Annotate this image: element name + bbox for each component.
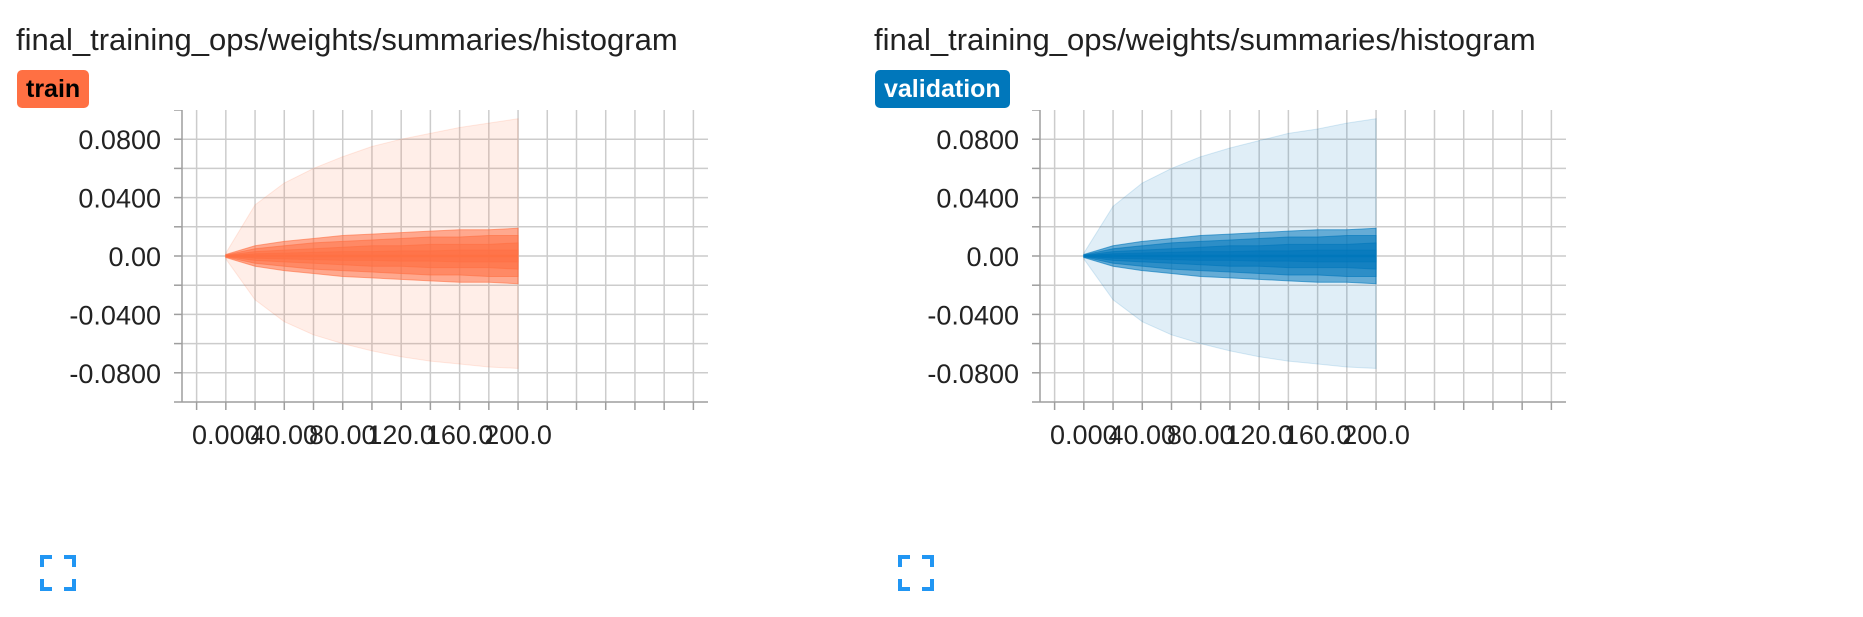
fullscreen-expand-icon[interactable] — [40, 555, 76, 591]
x-tick-label: 160.0 — [1284, 420, 1352, 450]
x-tick-label: 160.0 — [426, 420, 494, 450]
x-tick-label: 40.00 — [250, 420, 318, 450]
y-tick-label: -0.0800 — [69, 359, 161, 389]
y-tick-label: 0.0800 — [936, 125, 1019, 155]
y-tick-label: -0.0400 — [69, 300, 161, 330]
x-tick-label: 0.000 — [192, 420, 260, 450]
histogram-chart-validation: 0.0800 0.0400 0.00 -0.0400 -0.0800 0.00040.00… — [927, 110, 1566, 450]
y-tick-label: -0.0800 — [927, 359, 1019, 389]
histogram-card-validation: final_training_ops/weights/summaries/his… — [858, 0, 1698, 617]
y-tick-label: 0.0400 — [936, 184, 1019, 214]
y-tick-label: 0.0400 — [78, 184, 161, 214]
y-tick-label: 0.0800 — [78, 125, 161, 155]
run-badge: train — [17, 70, 90, 108]
run-badge: validation — [875, 70, 1010, 108]
y-tick-label: 0.00 — [108, 242, 161, 272]
histogram-chart-train: 0.0800 0.0400 0.00 -0.0400 -0.0800 0.00040.00… — [69, 110, 708, 450]
card-title: final_training_ops/weights/summaries/his… — [16, 22, 678, 57]
x-tick-label: 0.000 — [1050, 420, 1118, 450]
fullscreen-expand-icon[interactable] — [898, 555, 934, 591]
x-tick-label: 120.0 — [367, 420, 435, 450]
x-tick-label: 40.00 — [1108, 420, 1176, 450]
x-tick-label: 80.00 — [309, 420, 377, 450]
x-tick-label: 200.0 — [1342, 420, 1410, 450]
y-tick-label: 0.00 — [966, 242, 1019, 272]
x-tick-label: 80.00 — [1167, 420, 1235, 450]
y-tick-label: -0.0400 — [927, 300, 1019, 330]
histogram-card-train: final_training_ops/weights/summaries/his… — [0, 0, 840, 617]
card-title: final_training_ops/weights/summaries/his… — [874, 22, 1536, 57]
x-tick-label: 120.0 — [1225, 420, 1293, 450]
x-tick-label: 200.0 — [484, 420, 552, 450]
